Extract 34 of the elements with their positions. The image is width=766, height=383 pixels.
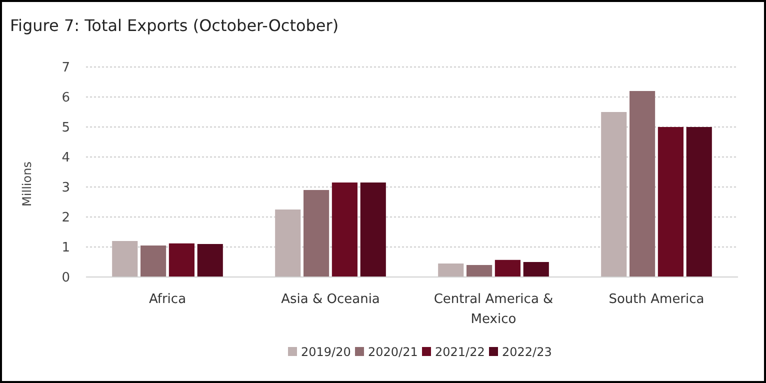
y-tick-label: 7 [62, 60, 70, 76]
y-tick-label: 4 [62, 150, 70, 166]
bar [630, 91, 656, 277]
bar [523, 262, 549, 277]
bar [275, 210, 301, 277]
bar [658, 127, 684, 277]
bar [360, 182, 386, 277]
y-axis-title: Millions [20, 162, 34, 206]
y-tick-label: 1 [62, 240, 70, 256]
y-tick-label: 0 [62, 270, 70, 286]
bar [494, 260, 520, 277]
bar [438, 264, 464, 277]
y-tick-label: 6 [62, 90, 70, 106]
bar [601, 112, 627, 277]
legend-label: 2019/20 [301, 345, 351, 360]
bar [332, 182, 358, 277]
x-tick-label: South America [608, 292, 704, 307]
bar [686, 127, 712, 277]
bar [304, 190, 330, 277]
bar [140, 246, 166, 277]
x-tick-label: Africa [148, 292, 186, 307]
legend-label: 2022/23 [502, 345, 552, 360]
chart-title: Figure 7: Total Exports (October-October) [10, 16, 339, 35]
legend-label: 2020/21 [368, 345, 418, 360]
bar [112, 241, 138, 277]
y-tick-label: 2 [62, 210, 70, 226]
legend-label: 2021/22 [435, 345, 485, 360]
y-tick-label: 3 [62, 180, 70, 196]
bar [168, 243, 194, 277]
x-tick-label: Central America & Mexico [434, 292, 554, 327]
y-tick-label: 5 [62, 120, 70, 136]
x-tick-label: Asia & Oceania [281, 292, 380, 307]
bar [466, 265, 492, 277]
bar [197, 244, 223, 277]
